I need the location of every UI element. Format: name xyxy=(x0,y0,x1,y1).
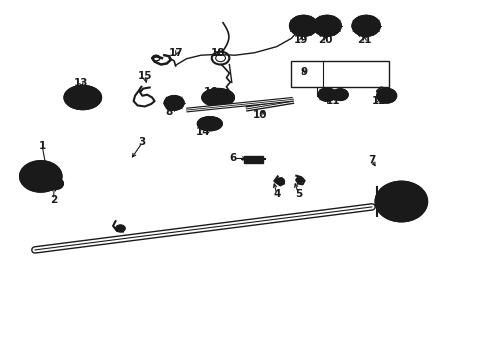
Text: 3: 3 xyxy=(139,138,146,147)
Circle shape xyxy=(20,161,61,192)
Ellipse shape xyxy=(376,182,427,221)
Ellipse shape xyxy=(80,87,95,108)
Text: 16: 16 xyxy=(203,87,218,97)
Text: 7: 7 xyxy=(368,155,376,165)
Circle shape xyxy=(52,181,58,186)
Bar xyxy=(292,60,389,87)
Circle shape xyxy=(319,20,335,32)
Circle shape xyxy=(358,20,374,32)
Circle shape xyxy=(332,89,348,100)
Text: 17: 17 xyxy=(169,48,184,58)
Ellipse shape xyxy=(399,184,409,219)
Circle shape xyxy=(377,89,396,103)
Circle shape xyxy=(116,225,125,232)
Circle shape xyxy=(164,96,184,110)
Ellipse shape xyxy=(65,86,101,109)
Ellipse shape xyxy=(202,89,234,106)
Circle shape xyxy=(352,16,380,36)
Circle shape xyxy=(323,91,331,98)
Circle shape xyxy=(318,88,336,101)
Text: 14: 14 xyxy=(196,127,211,136)
Text: 9: 9 xyxy=(300,67,307,77)
Circle shape xyxy=(314,16,341,36)
Text: 15: 15 xyxy=(138,71,152,81)
Circle shape xyxy=(290,16,318,36)
Ellipse shape xyxy=(215,90,227,105)
Text: 6: 6 xyxy=(229,153,236,163)
Circle shape xyxy=(276,178,285,184)
Text: 13: 13 xyxy=(74,78,89,88)
Circle shape xyxy=(48,178,63,189)
Text: 20: 20 xyxy=(318,35,333,45)
Text: 21: 21 xyxy=(358,35,372,45)
Text: 19: 19 xyxy=(294,35,308,45)
Text: 2: 2 xyxy=(50,195,57,205)
Text: 5: 5 xyxy=(295,189,302,199)
Text: 1: 1 xyxy=(39,141,46,151)
Circle shape xyxy=(296,177,304,183)
Bar xyxy=(244,156,263,163)
Circle shape xyxy=(296,20,312,32)
Text: 10: 10 xyxy=(252,111,267,121)
Text: 11: 11 xyxy=(326,96,340,106)
Text: 8: 8 xyxy=(166,107,173,117)
Circle shape xyxy=(382,92,392,99)
Text: 12: 12 xyxy=(372,96,387,106)
Text: 4: 4 xyxy=(273,189,280,199)
Ellipse shape xyxy=(197,117,222,131)
Ellipse shape xyxy=(208,118,217,130)
Circle shape xyxy=(169,99,179,107)
Text: 18: 18 xyxy=(211,48,225,58)
